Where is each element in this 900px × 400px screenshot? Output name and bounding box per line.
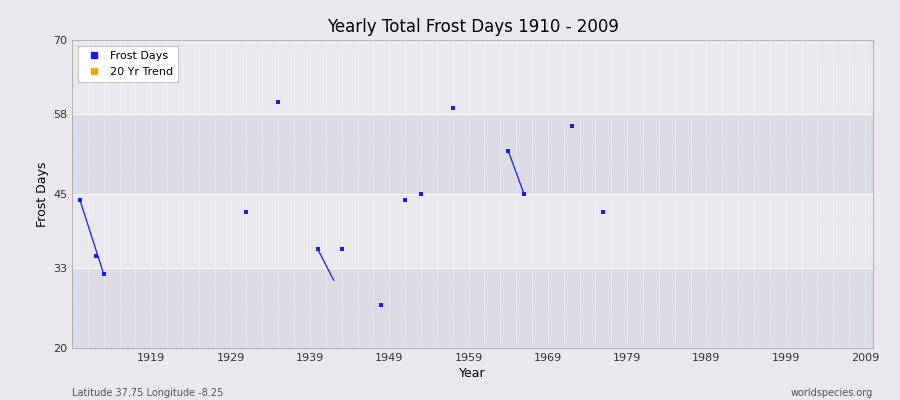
- Point: [414, 191, 428, 197]
- Point: [96, 271, 111, 277]
- Point: [335, 246, 349, 253]
- Point: [564, 123, 579, 130]
- Point: [239, 209, 254, 216]
- X-axis label: Year: Year: [459, 367, 486, 380]
- Point: [73, 197, 87, 203]
- Bar: [72, 194, 873, 268]
- Bar: [72, 114, 873, 194]
- Point: [271, 98, 285, 105]
- Text: Latitude 37.75 Longitude -8.25: Latitude 37.75 Longitude -8.25: [72, 388, 223, 398]
- Point: [310, 246, 325, 253]
- Point: [501, 148, 516, 154]
- Point: [596, 209, 610, 216]
- Point: [517, 191, 531, 197]
- Title: Yearly Total Frost Days 1910 - 2009: Yearly Total Frost Days 1910 - 2009: [327, 18, 618, 36]
- Y-axis label: Frost Days: Frost Days: [36, 161, 49, 227]
- Legend: Frost Days, 20 Yr Trend: Frost Days, 20 Yr Trend: [77, 46, 178, 82]
- Point: [374, 302, 389, 308]
- Point: [88, 252, 103, 259]
- Bar: [72, 268, 873, 348]
- Point: [398, 197, 412, 203]
- Bar: [72, 40, 873, 114]
- Point: [446, 104, 460, 111]
- Text: worldspecies.org: worldspecies.org: [791, 388, 873, 398]
